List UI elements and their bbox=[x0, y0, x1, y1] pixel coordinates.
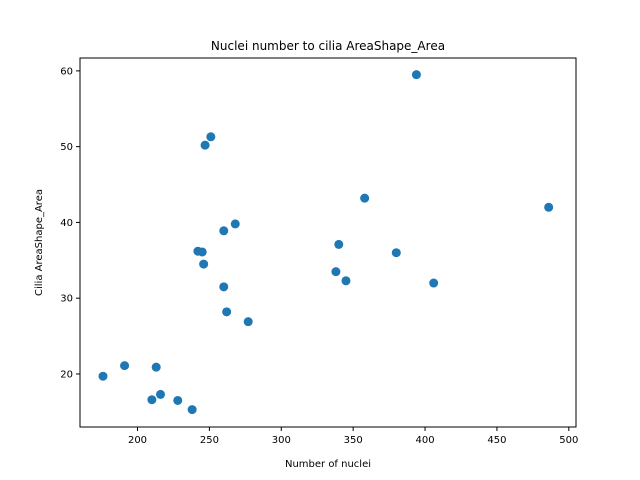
data-point bbox=[199, 259, 209, 269]
x-axis: 200 250 300 350 400 450 500 bbox=[128, 427, 578, 446]
y-tick-label: 40 bbox=[60, 218, 73, 229]
data-point bbox=[120, 361, 130, 371]
data-points bbox=[98, 70, 554, 415]
x-tick-label: 350 bbox=[344, 435, 363, 446]
data-point bbox=[219, 226, 229, 236]
y-tick-label: 60 bbox=[60, 66, 73, 77]
data-point bbox=[200, 140, 210, 150]
data-point bbox=[230, 219, 240, 229]
data-point bbox=[341, 276, 351, 286]
data-point bbox=[197, 247, 207, 257]
data-point bbox=[151, 362, 161, 372]
data-point bbox=[156, 389, 166, 399]
x-tick-label: 500 bbox=[559, 435, 578, 446]
y-tick-label: 20 bbox=[60, 369, 73, 380]
data-point bbox=[243, 317, 253, 327]
data-point bbox=[187, 405, 197, 415]
data-point bbox=[429, 278, 439, 288]
y-tick-label: 30 bbox=[60, 294, 73, 305]
data-point bbox=[360, 193, 370, 203]
data-point bbox=[331, 267, 341, 277]
data-point bbox=[147, 395, 157, 405]
y-axis-label: Cilia AreaShape_Area bbox=[34, 189, 45, 296]
data-point bbox=[206, 132, 216, 142]
data-point bbox=[173, 395, 183, 405]
x-axis-label: Number of nuclei bbox=[285, 459, 371, 470]
chart-title: Nuclei number to cilia AreaShape_Area bbox=[211, 39, 445, 53]
data-point bbox=[219, 282, 229, 292]
data-point bbox=[222, 307, 232, 317]
data-point bbox=[391, 248, 401, 258]
data-point bbox=[98, 371, 108, 381]
plot-area bbox=[79, 57, 577, 428]
x-tick-label: 400 bbox=[415, 435, 434, 446]
y-axis: 20 30 40 50 60 bbox=[60, 66, 80, 380]
data-point bbox=[411, 70, 421, 80]
x-tick-label: 200 bbox=[128, 435, 147, 446]
x-tick-label: 250 bbox=[200, 435, 219, 446]
x-tick-label: 450 bbox=[487, 435, 506, 446]
data-point bbox=[334, 239, 344, 249]
y-tick-label: 50 bbox=[60, 142, 73, 153]
x-tick-label: 300 bbox=[272, 435, 291, 446]
data-point bbox=[544, 202, 554, 212]
